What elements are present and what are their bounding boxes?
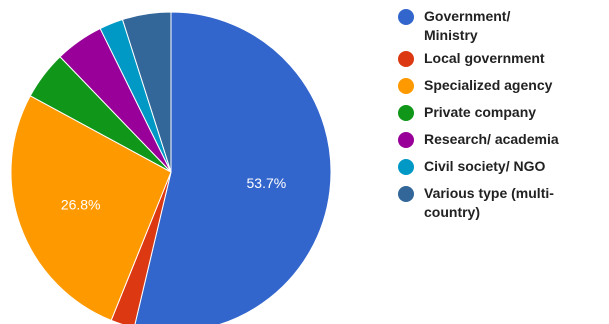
- legend-label-line: Government/: [424, 8, 511, 24]
- legend: Government/ Ministry Local government Sp…: [398, 7, 609, 226]
- legend-swatch-various-type: [398, 186, 414, 202]
- legend-item-specialized-agency[interactable]: Specialized agency: [398, 76, 609, 95]
- legend-label-line: Ministry: [424, 27, 478, 43]
- pie-slice-2[interactable]: [10, 95, 172, 322]
- legend-swatch-private-company: [398, 105, 414, 121]
- legend-label-line: Local government: [424, 50, 545, 66]
- legend-item-government-ministry[interactable]: Government/ Ministry: [398, 7, 609, 45]
- slice-data-label-0: 53.7%: [247, 175, 287, 191]
- legend-label-line: Research/ academia: [424, 131, 559, 147]
- legend-label-line: Private company: [424, 104, 537, 120]
- legend-item-local-government[interactable]: Local government: [398, 49, 609, 68]
- pie-chart: 53.7% 26.8%: [10, 11, 332, 324]
- legend-item-private-company[interactable]: Private company: [398, 103, 609, 122]
- legend-item-research-academia[interactable]: Research/ academia: [398, 130, 609, 149]
- pie-slice-0[interactable]: [134, 11, 332, 324]
- legend-item-various-type[interactable]: Various type (multi- country): [398, 184, 609, 222]
- slice-data-label-2: 26.8%: [61, 197, 101, 213]
- legend-swatch-government-ministry: [398, 9, 414, 25]
- legend-item-civil-society-ngo[interactable]: Civil society/ NGO: [398, 157, 609, 176]
- legend-label-line: Civil society/ NGO: [424, 158, 546, 174]
- legend-swatch-civil-society-ngo: [398, 159, 414, 175]
- legend-label-line: country): [424, 204, 480, 220]
- legend-swatch-specialized-agency: [398, 78, 414, 94]
- legend-label-line: Specialized agency: [424, 77, 553, 93]
- pie-slice-6[interactable]: [121, 11, 172, 173]
- legend-label-line: Various type (multi-: [424, 185, 554, 201]
- legend-swatch-local-government: [398, 51, 414, 67]
- legend-swatch-research-academia: [398, 132, 414, 148]
